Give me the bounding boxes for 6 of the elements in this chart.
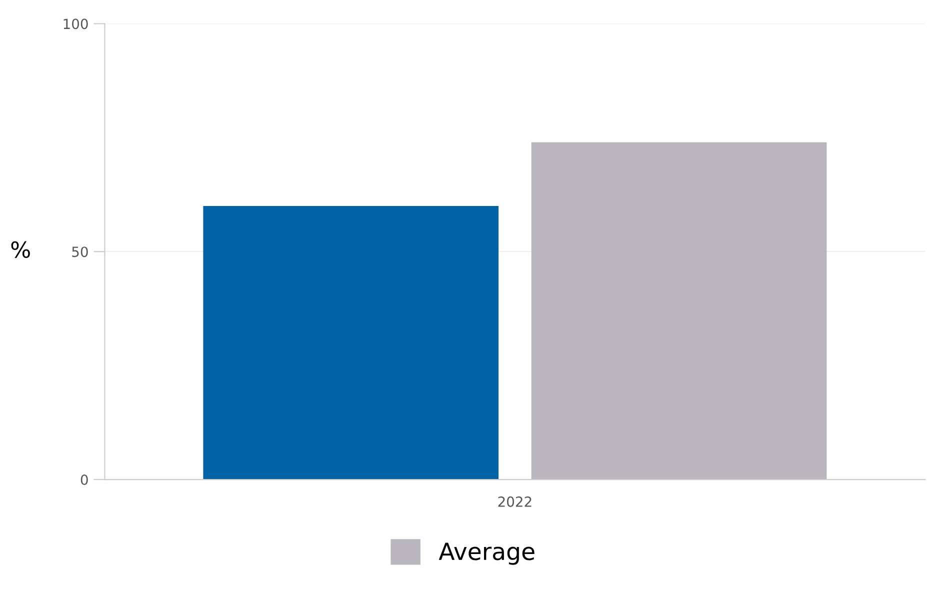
y-tick-label: 0 [80, 474, 88, 485]
legend-label: Average [438, 542, 534, 565]
x-tick-label: 2022 [498, 496, 532, 507]
y-tick-label: 100 [64, 18, 88, 30]
y-tick-label: 50 [72, 246, 88, 258]
y-axis-title: % [11, 241, 30, 258]
